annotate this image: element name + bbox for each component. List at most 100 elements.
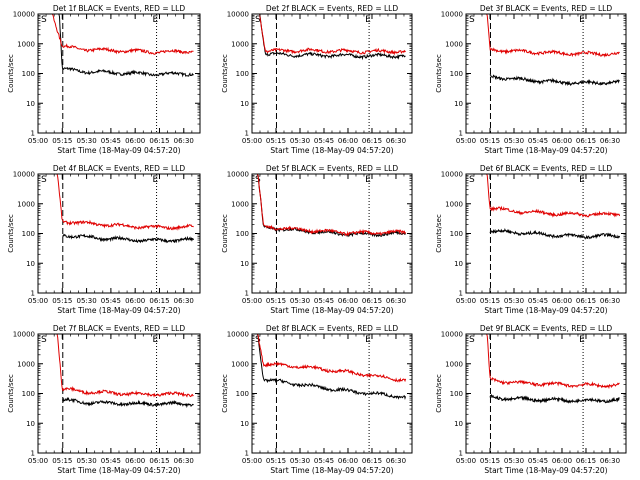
y-tick-label: 10000 xyxy=(13,331,35,339)
x-tick-label: 06:30 xyxy=(600,137,620,145)
series-lld-line xyxy=(252,13,406,56)
y-axis-label: Counts/sec xyxy=(435,54,443,93)
panel-det-3: Det 3f BLACK = Events, RED = LLD S E 1 10 100… xyxy=(435,4,627,155)
x-tick-label: 05:15 xyxy=(480,457,500,465)
y-tick-label: 100 xyxy=(236,70,249,78)
y-axis-label: Counts/sec xyxy=(7,214,15,253)
panel-title: Det 2f BLACK = Events, RED = LLD xyxy=(266,4,399,13)
x-tick-label: 05:30 xyxy=(290,457,310,465)
y-tick-label: 10000 xyxy=(227,331,249,339)
y-tick-label: 1000 xyxy=(445,200,463,208)
x-tick-label: 06:30 xyxy=(174,137,194,145)
end-marker-label: E xyxy=(365,335,371,345)
y-axis-label: Counts/sec xyxy=(221,374,229,413)
y-axis-label: Counts/sec xyxy=(221,54,229,93)
series-lld-line xyxy=(252,333,407,383)
series-events-line xyxy=(489,393,620,404)
start-marker-label: S xyxy=(469,15,475,25)
panel-det-7: Det 7f BLACK = Events, RED = LLD S E 1 10 100… xyxy=(7,324,201,475)
x-tick-label: 05:15 xyxy=(266,457,286,465)
y-tick-label: 1 xyxy=(459,130,463,138)
y-tick-label: 10000 xyxy=(441,331,463,339)
series-events-line xyxy=(61,233,194,244)
y-tick-label: 10 xyxy=(240,260,249,268)
x-tick-label: 06:00 xyxy=(125,137,145,145)
x-axis-label: Start Time (18-May-09 04:57:20) xyxy=(57,466,180,475)
x-tick-label: 06:00 xyxy=(338,457,358,465)
y-tick-label: 1000 xyxy=(17,360,35,368)
panel-title: Det 4f BLACK = Events, RED = LLD xyxy=(53,164,186,173)
y-tick-label: 1 xyxy=(459,290,463,298)
series-events-line xyxy=(38,13,194,78)
y-tick-label: 1000 xyxy=(231,360,249,368)
start-marker-label: S xyxy=(469,335,475,345)
series-lld-line xyxy=(466,333,620,389)
x-tick-label: 06:30 xyxy=(386,457,406,465)
y-tick-label: 1000 xyxy=(445,360,463,368)
end-marker-label: E xyxy=(579,335,585,345)
x-tick-label: 06:00 xyxy=(552,297,572,305)
start-marker-label: S xyxy=(41,175,47,185)
x-axis-label: Start Time (18-May-09 04:57:20) xyxy=(484,306,607,315)
x-tick-label: 05:00 xyxy=(28,297,48,305)
start-marker-label: S xyxy=(469,175,475,185)
x-tick-label: 05:00 xyxy=(28,457,48,465)
y-tick-label: 10 xyxy=(240,420,249,428)
y-tick-label: 1 xyxy=(31,130,35,138)
end-marker-label: E xyxy=(365,15,371,25)
y-tick-label: 100 xyxy=(450,390,463,398)
x-tick-label: 05:15 xyxy=(52,297,72,305)
y-tick-label: 1000 xyxy=(445,40,463,48)
x-axis-label: Start Time (18-May-09 04:57:20) xyxy=(57,146,180,155)
x-axis-label: Start Time (18-May-09 04:57:20) xyxy=(484,466,607,475)
x-tick-label: 05:00 xyxy=(456,137,476,145)
y-tick-label: 100 xyxy=(236,390,249,398)
y-tick-label: 1000 xyxy=(231,200,249,208)
x-tick-label: 06:30 xyxy=(386,297,406,305)
x-tick-label: 06:15 xyxy=(149,297,169,305)
x-tick-label: 05:15 xyxy=(266,137,286,145)
y-tick-label: 1 xyxy=(459,450,463,458)
y-tick-label: 100 xyxy=(450,230,463,238)
panel-title: Det 7f BLACK = Events, RED = LLD xyxy=(53,324,186,333)
series-events-line xyxy=(252,13,406,61)
x-tick-label: 05:00 xyxy=(28,137,48,145)
series-events-line xyxy=(252,173,407,238)
start-marker-label: S xyxy=(41,335,47,345)
x-tick-label: 05:00 xyxy=(456,457,476,465)
panel-title: Det 9f BLACK = Events, RED = LLD xyxy=(480,324,613,333)
x-tick-label: 05:15 xyxy=(52,457,72,465)
series-lld-line xyxy=(466,13,620,58)
y-tick-label: 100 xyxy=(22,390,35,398)
y-tick-label: 1 xyxy=(31,450,35,458)
x-tick-label: 06:15 xyxy=(576,457,596,465)
x-tick-label: 05:45 xyxy=(314,297,334,305)
y-tick-label: 10000 xyxy=(227,11,249,19)
end-marker-label: E xyxy=(579,15,585,25)
panel-det-2: Det 2f BLACK = Events, RED = LLD S E 1 10 100… xyxy=(221,4,413,155)
x-tick-label: 06:00 xyxy=(125,297,145,305)
x-tick-label: 05:45 xyxy=(101,137,121,145)
series-events-line xyxy=(489,73,620,87)
end-marker-label: E xyxy=(153,335,159,345)
x-axis-label: Start Time (18-May-09 04:57:20) xyxy=(270,306,393,315)
series-events-line xyxy=(489,227,621,240)
y-tick-label: 1 xyxy=(245,450,249,458)
y-tick-label: 10000 xyxy=(13,11,35,19)
end-marker-label: E xyxy=(153,175,159,185)
y-tick-label: 100 xyxy=(236,230,249,238)
panel-title: Det 6f BLACK = Events, RED = LLD xyxy=(480,164,613,173)
y-axis-label: Counts/sec xyxy=(221,214,229,253)
x-tick-label: 05:00 xyxy=(456,297,476,305)
y-tick-label: 1000 xyxy=(17,40,35,48)
x-tick-label: 05:15 xyxy=(52,137,72,145)
x-tick-label: 05:15 xyxy=(266,297,286,305)
x-tick-label: 06:30 xyxy=(174,457,194,465)
x-tick-label: 06:00 xyxy=(552,137,572,145)
x-axis-label: Start Time (18-May-09 04:57:20) xyxy=(57,306,180,315)
series-events-line xyxy=(61,396,194,409)
series-lld-line xyxy=(38,13,194,55)
y-axis-label: Counts/sec xyxy=(435,374,443,413)
panel-title: Det 5f BLACK = Events, RED = LLD xyxy=(266,164,399,173)
